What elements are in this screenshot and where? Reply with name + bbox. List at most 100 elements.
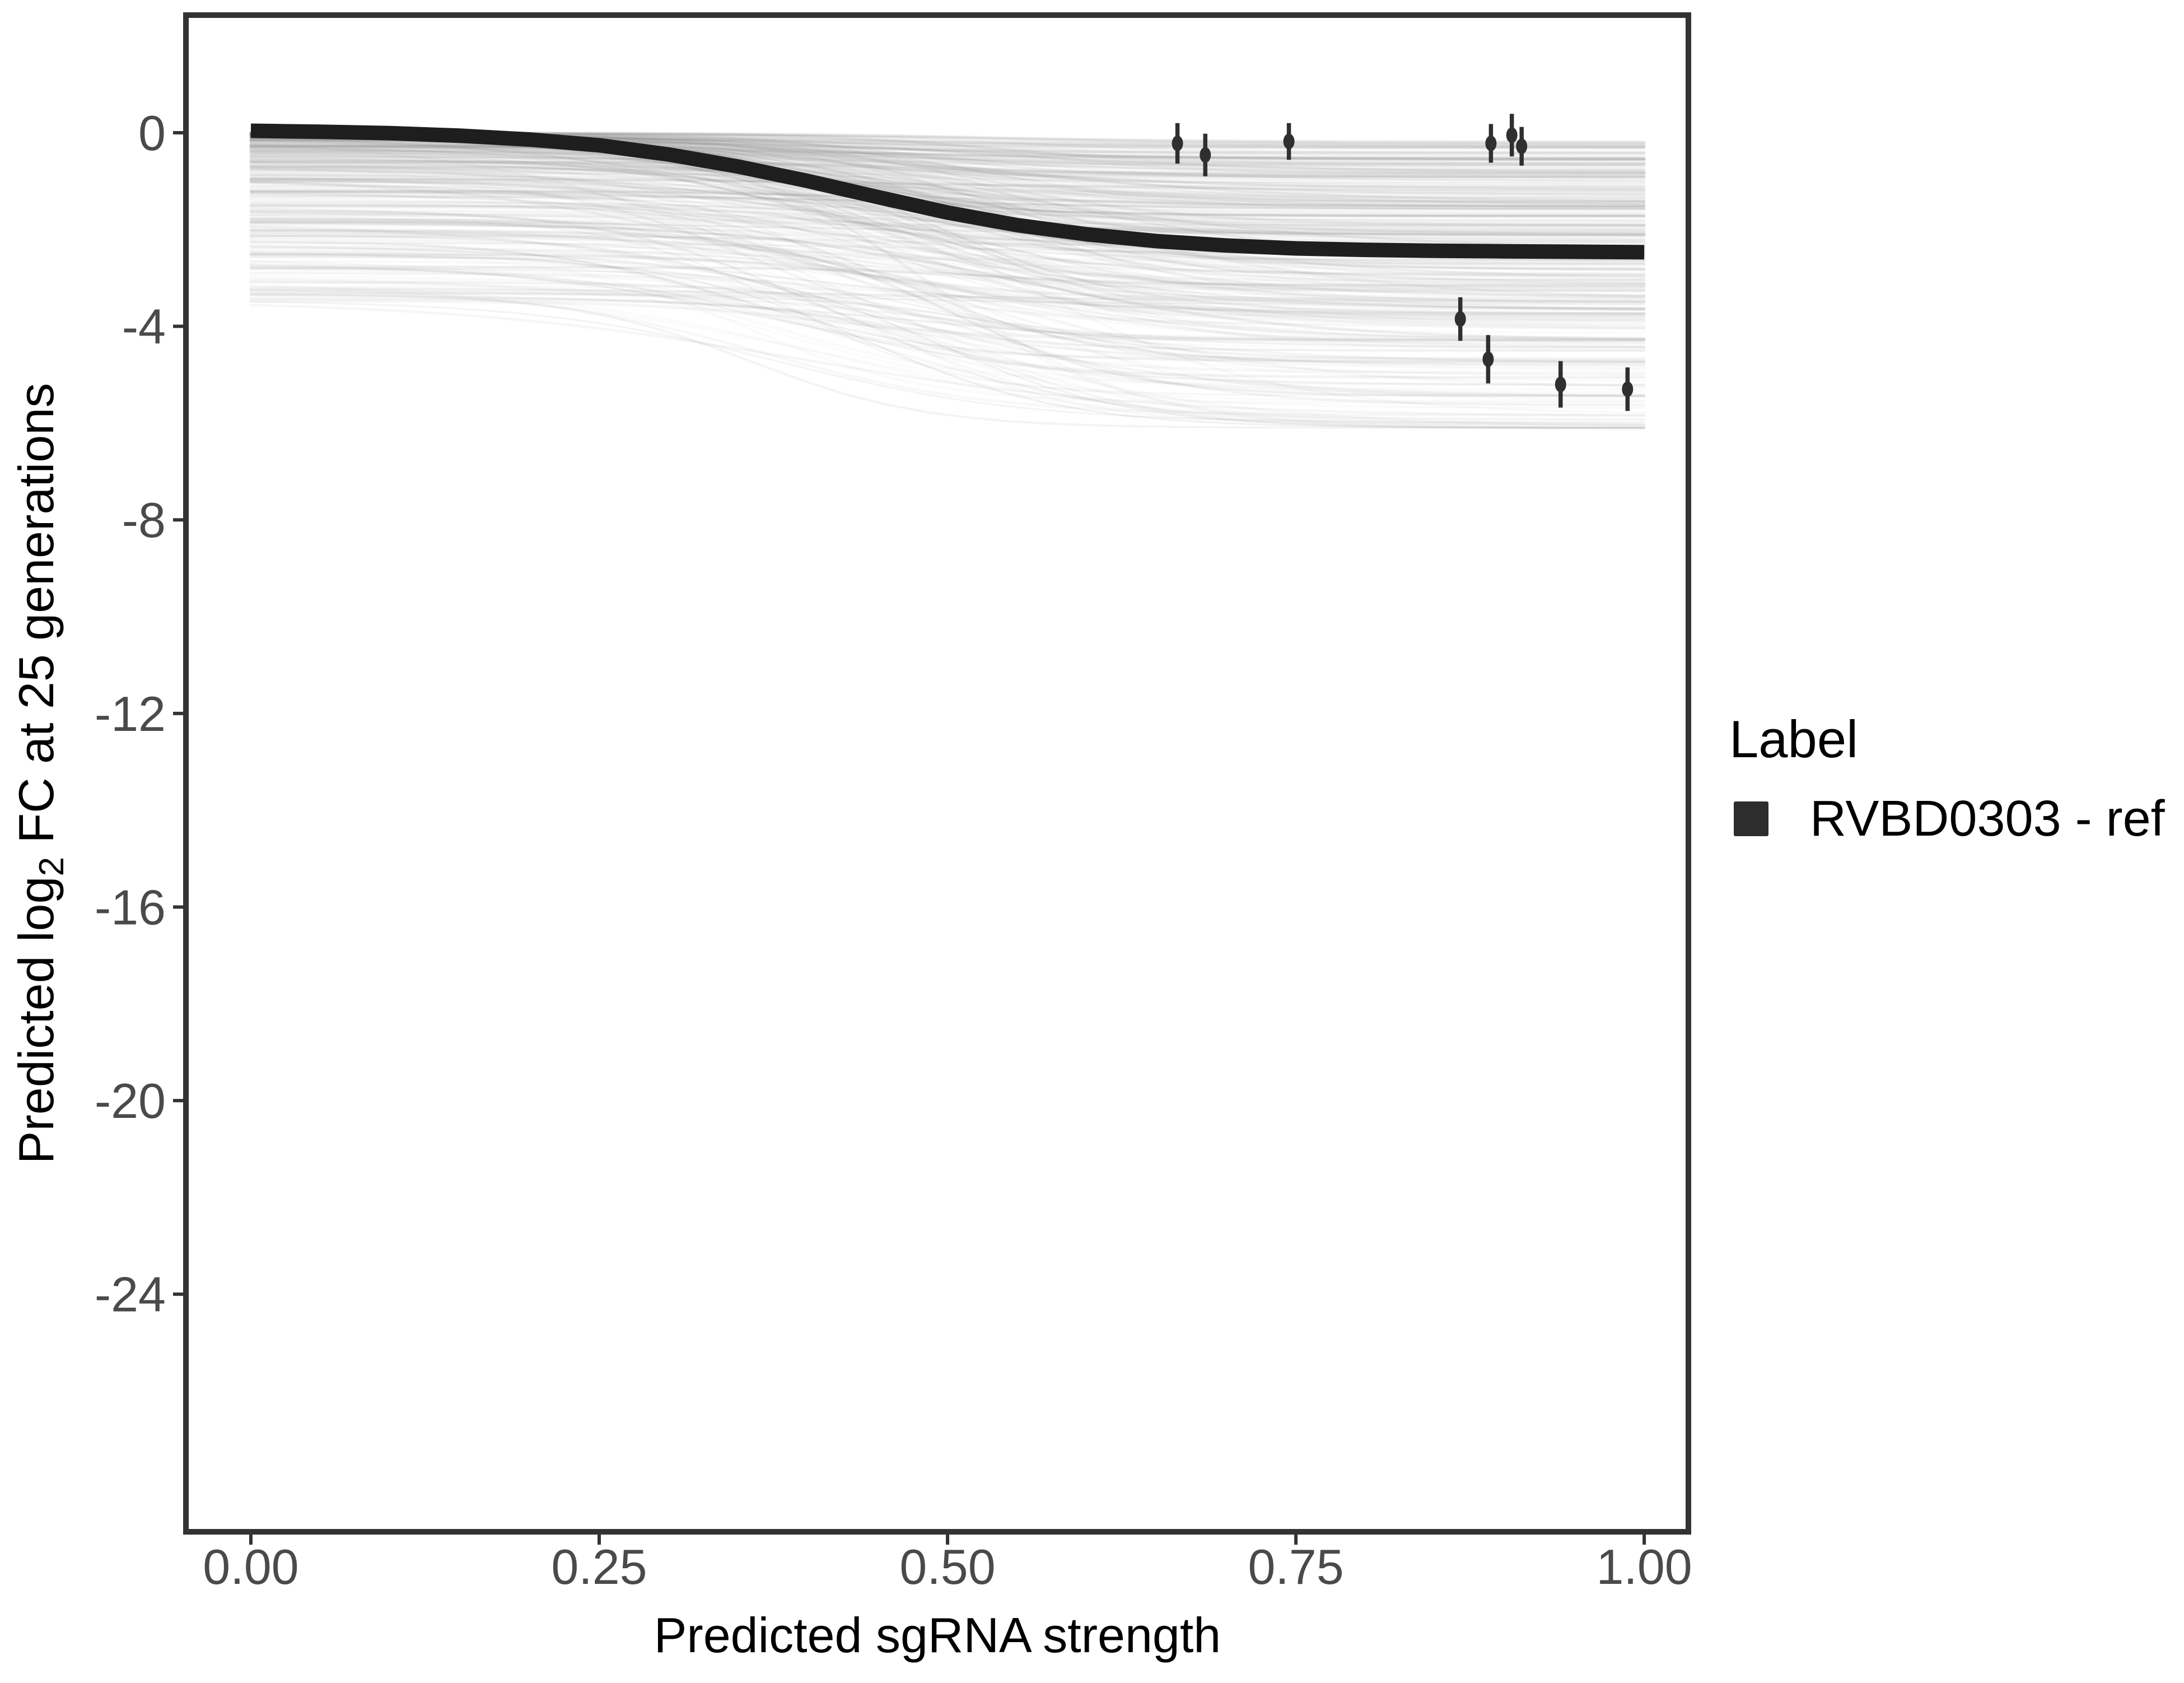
x-tick-label: 1.00: [1596, 1539, 1692, 1595]
data-point: [1516, 138, 1528, 155]
ensemble-line: [249, 235, 1646, 330]
ensemble-line: [249, 141, 1646, 430]
ensemble-line: [249, 145, 1646, 227]
ensemble-line: [249, 215, 1646, 276]
data-point: [1506, 127, 1518, 143]
ensemble-line: [250, 217, 1645, 341]
ensemble-line: [249, 230, 1646, 286]
ensemble-line: [249, 299, 1646, 342]
y-axis-title-text: Predicted log2 FC at 25 generations: [8, 383, 71, 1164]
ensemble-line: [250, 301, 1645, 423]
ensemble-line: [249, 279, 1646, 370]
data-point: [1454, 311, 1466, 327]
y-tick-label: -20: [95, 1073, 166, 1129]
ensemble-line: [249, 190, 1646, 293]
ensemble-line: [249, 174, 1646, 188]
ensemble-line: [250, 144, 1645, 288]
ensemble-line: [249, 268, 1646, 425]
ensemble-line: [249, 209, 1646, 379]
ensemble-line: [250, 145, 1645, 161]
ensemble-line: [249, 293, 1646, 429]
ensemble-line: [249, 221, 1646, 341]
ensemble-line: [250, 173, 1645, 184]
ensemble-line: [249, 240, 1646, 363]
ensemble-line: [249, 152, 1646, 171]
ensemble-line: [249, 166, 1646, 316]
ensemble-line: [250, 247, 1645, 376]
ensemble-line: [249, 260, 1646, 426]
ensemble-line: [249, 204, 1646, 235]
ensemble-line: [249, 150, 1646, 205]
ensemble-line: [249, 161, 1646, 175]
ensemble-line: [249, 287, 1646, 303]
ensemble-line: [250, 171, 1645, 281]
ensemble-line: [250, 164, 1645, 292]
ensemble-line: [249, 265, 1646, 427]
ensemble-line: [249, 151, 1646, 248]
ensemble-line: [249, 198, 1646, 285]
ensemble-line: [250, 260, 1645, 363]
ensemble-line: [249, 174, 1646, 265]
x-tick-label: 0.50: [899, 1539, 995, 1595]
ensemble-line: [249, 239, 1646, 271]
ensemble-line: [250, 255, 1645, 429]
ensemble-line: [250, 149, 1645, 414]
ensemble-line: [249, 167, 1646, 311]
ensemble-line: [249, 229, 1646, 398]
ensemble-line: [249, 180, 1646, 316]
ensemble-line: [249, 232, 1646, 243]
ensemble-line: [250, 177, 1645, 208]
ensemble-line: [250, 221, 1645, 235]
ensemble-line: [249, 143, 1646, 203]
ensemble-line: [249, 148, 1646, 422]
ensemble-line: [250, 145, 1645, 177]
ensemble-line: [249, 161, 1646, 329]
legend-key-line-swatch: [1734, 801, 1768, 836]
ensemble-line: [249, 222, 1646, 311]
ensemble-line: [249, 178, 1646, 298]
ensemble-line: [249, 165, 1646, 230]
ensemble-line: [249, 225, 1646, 398]
ensemble-line: [250, 294, 1645, 348]
ensemble-line: [249, 196, 1646, 316]
ensemble-line: [250, 237, 1645, 292]
ensemble-line: [249, 253, 1646, 300]
ensemble-line: [249, 304, 1646, 417]
ensemble-line: [249, 272, 1646, 321]
ensemble-line: [249, 234, 1646, 352]
ensemble-line: [249, 166, 1646, 281]
legend: Label RVBD0303 - ref: [1729, 710, 2166, 847]
ensemble-line: [250, 212, 1645, 270]
ensemble-line: [249, 169, 1646, 199]
ensemble-line: [249, 153, 1646, 168]
legend-item-label: RVBD0303 - ref: [1810, 791, 2166, 847]
ensemble-line: [250, 253, 1645, 429]
ensemble-line: [249, 144, 1646, 199]
ensemble-line: [250, 250, 1645, 396]
ensemble-line: [249, 223, 1646, 269]
ensemble-line: [250, 185, 1645, 309]
ensemble-line: [249, 177, 1646, 342]
y-tick-label: 0: [138, 105, 166, 161]
ensemble-line: [249, 143, 1646, 179]
ensemble-line: [249, 144, 1646, 160]
ensemble-line: [249, 142, 1646, 427]
ensemble-line: [250, 155, 1645, 206]
ensemble-line: [249, 252, 1646, 340]
ensemble-line: [249, 208, 1646, 322]
ensemble-line: [249, 177, 1646, 341]
x-tick-label: 0.75: [1248, 1539, 1343, 1595]
data-point: [1485, 136, 1497, 151]
ensemble-line: [250, 156, 1645, 201]
observed-points-layer: [1172, 114, 1634, 411]
ensemble-line: [250, 149, 1645, 208]
ensemble-line: [249, 296, 1646, 374]
ensemble-line: [249, 179, 1646, 310]
ensemble-line: [249, 250, 1646, 360]
ensemble-line: [250, 217, 1645, 397]
ensemble-line: [249, 180, 1646, 343]
ensemble-line: [249, 219, 1646, 320]
data-point: [1283, 133, 1295, 150]
